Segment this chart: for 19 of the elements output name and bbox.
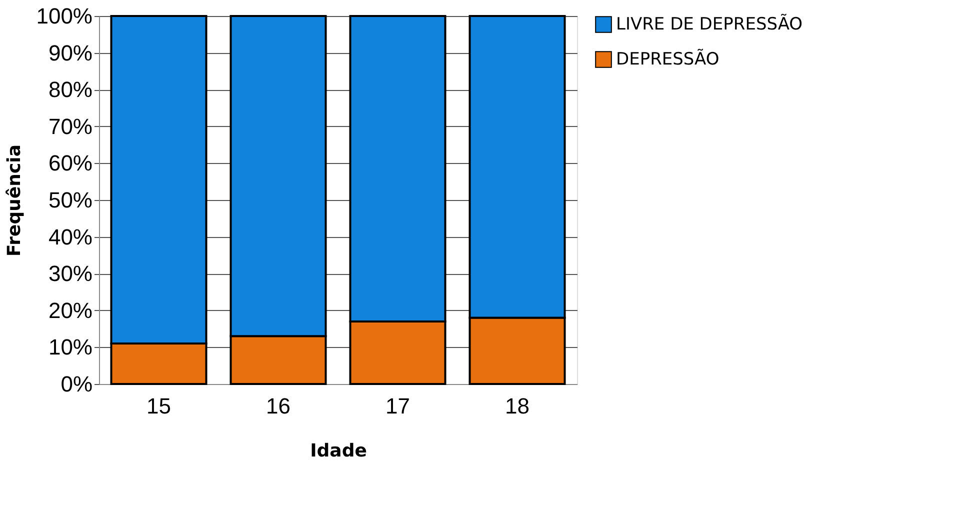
y-tick-label: 0% bbox=[60, 372, 92, 396]
y-tick-label: 70% bbox=[48, 114, 92, 139]
y-tick-label: 90% bbox=[48, 40, 92, 66]
x-tick-label: 16 bbox=[266, 394, 290, 418]
y-tick-label: 80% bbox=[48, 77, 92, 102]
y-tick-label: 100% bbox=[36, 4, 92, 28]
x-tick-label: 18 bbox=[505, 394, 530, 418]
y-tick-label: 30% bbox=[48, 261, 92, 286]
legend-label: LIVRE DE DEPRESSÃO bbox=[616, 14, 803, 34]
x-axis-title: Idade bbox=[310, 440, 367, 462]
x-tick-label: 15 bbox=[146, 394, 171, 418]
legend-label: DEPRESSÃO bbox=[616, 48, 720, 70]
y-tick-label: 60% bbox=[48, 150, 92, 176]
y-tick-label: 10% bbox=[48, 334, 92, 360]
x-tick-label: 17 bbox=[386, 394, 410, 418]
y-tick-label: 40% bbox=[48, 224, 92, 250]
y-axis-title: Frequência bbox=[4, 144, 26, 256]
y-tick-label: 20% bbox=[48, 298, 92, 323]
y-tick-label: 50% bbox=[48, 188, 92, 212]
